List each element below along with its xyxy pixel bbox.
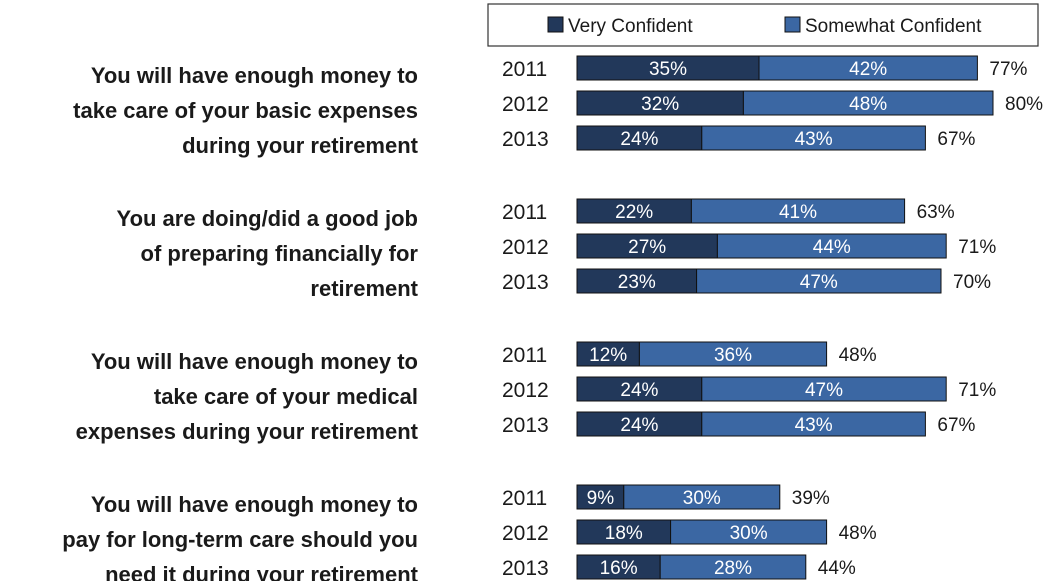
question-groups: You will have enough money to take care o…: [62, 56, 1043, 581]
question-label-line: of preparing financially for: [141, 241, 419, 266]
data-label-very-confident: 24%: [620, 129, 658, 150]
question-label-line: retirement: [310, 276, 418, 301]
data-label-somewhat-confident: 30%: [730, 523, 768, 544]
data-label-total: 67%: [937, 129, 975, 150]
question-label-line: pay for long-term care should you: [62, 527, 418, 552]
data-label-very-confident: 32%: [641, 94, 679, 115]
question-label-line: You will have enough money to: [91, 349, 418, 374]
year-label: 2011: [502, 201, 547, 224]
data-label-very-confident: 23%: [618, 272, 656, 293]
data-label-total: 48%: [839, 523, 877, 544]
year-label: 2013: [502, 557, 549, 580]
data-label-somewhat-confident: 43%: [795, 415, 833, 436]
data-label-very-confident: 16%: [600, 558, 638, 579]
data-label-somewhat-confident: 48%: [849, 94, 887, 115]
data-label-total: 44%: [818, 558, 856, 579]
data-label-total: 63%: [917, 202, 955, 223]
data-label-somewhat-confident: 30%: [683, 488, 721, 509]
data-label-somewhat-confident: 47%: [800, 272, 838, 293]
data-label-somewhat-confident: 43%: [795, 129, 833, 150]
data-label-total: 71%: [958, 237, 996, 258]
data-label-very-confident: 35%: [649, 59, 687, 80]
data-label-very-confident: 18%: [605, 523, 643, 544]
question-label-line: expenses during your retirement: [76, 419, 419, 444]
data-label-very-confident: 9%: [587, 488, 615, 509]
data-label-somewhat-confident: 41%: [779, 202, 817, 223]
legend: Very Confident Somewhat Confident: [488, 4, 1038, 46]
question-group: You will have enough money to take care o…: [73, 56, 1043, 158]
legend-label-somewhat-confident: Somewhat Confident: [805, 16, 982, 37]
question-group: You will have enough money to take care o…: [76, 342, 997, 444]
question-label-line: You will have enough money to: [91, 492, 418, 517]
year-label: 2013: [502, 128, 549, 151]
data-label-somewhat-confident: 44%: [813, 237, 851, 258]
data-label-total: 48%: [839, 345, 877, 366]
data-label-total: 39%: [792, 488, 830, 509]
question-label-line: You will have enough money to: [91, 63, 418, 88]
data-label-total: 71%: [958, 380, 996, 401]
year-label: 2013: [502, 271, 549, 294]
question-group: You will have enough money to pay for lon…: [62, 485, 876, 581]
question-label-line: take care of your medical: [154, 384, 418, 409]
data-label-somewhat-confident: 47%: [805, 380, 843, 401]
data-label-total: 80%: [1005, 94, 1043, 115]
legend-swatch-very-confident: [548, 17, 563, 32]
year-label: 2011: [502, 344, 547, 367]
year-label: 2011: [502, 58, 547, 81]
question-label-line: You are doing/did a good job: [117, 206, 418, 231]
legend-label-very-confident: Very Confident: [568, 16, 693, 37]
year-label: 2011: [502, 487, 547, 510]
data-label-total: 67%: [937, 415, 975, 436]
year-label: 2012: [502, 379, 549, 402]
legend-swatch-somewhat-confident: [785, 17, 800, 32]
data-label-very-confident: 24%: [620, 380, 658, 401]
data-label-very-confident: 27%: [628, 237, 666, 258]
question-group: You are doing/did a good job of preparing…: [117, 199, 997, 301]
data-label-somewhat-confident: 28%: [714, 558, 752, 579]
year-label: 2012: [502, 93, 549, 116]
year-label: 2012: [502, 522, 549, 545]
data-label-very-confident: 24%: [620, 415, 658, 436]
data-label-very-confident: 12%: [589, 345, 627, 366]
question-label-line: need it during your retirement: [105, 562, 419, 581]
year-label: 2013: [502, 414, 549, 437]
year-label: 2012: [502, 236, 549, 259]
question-label-line: take care of your basic expenses: [73, 98, 418, 123]
data-label-very-confident: 22%: [615, 202, 653, 223]
data-label-total: 77%: [989, 59, 1027, 80]
data-label-total: 70%: [953, 272, 991, 293]
data-label-somewhat-confident: 36%: [714, 345, 752, 366]
question-label-line: during your retirement: [182, 133, 419, 158]
data-label-somewhat-confident: 42%: [849, 59, 887, 80]
